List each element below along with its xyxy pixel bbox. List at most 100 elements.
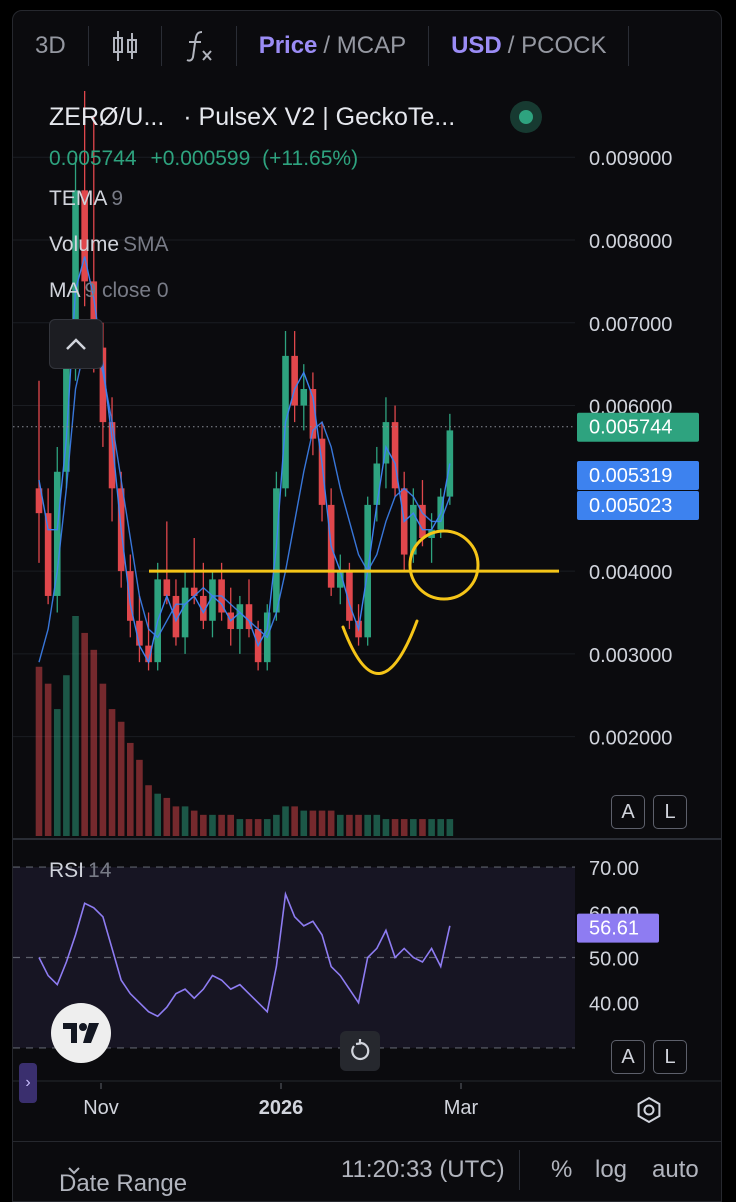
candle-body xyxy=(99,347,107,423)
auto-scale-toggle[interactable]: auto xyxy=(652,1156,699,1183)
volume-bar xyxy=(410,819,417,836)
log-scale-button[interactable]: L xyxy=(653,795,687,829)
utc-clock[interactable]: 11:20:33 (UTC) xyxy=(341,1156,505,1183)
toolbar-divider xyxy=(160,26,162,66)
volume-bar xyxy=(209,814,216,836)
candle-body xyxy=(382,422,390,464)
volume-bar xyxy=(428,819,435,836)
volume-bar xyxy=(382,819,390,836)
volume-bar xyxy=(145,785,152,836)
volume-bar xyxy=(90,649,98,836)
candle-body xyxy=(44,513,52,596)
indicator-params: 9 xyxy=(111,187,124,210)
volume-bar xyxy=(419,819,426,836)
gear-icon xyxy=(637,1096,661,1124)
candlestick-icon xyxy=(112,31,137,61)
candle-body xyxy=(90,281,98,348)
rsi-axis-tick: 50.00 xyxy=(589,949,639,971)
volume-bar xyxy=(336,814,344,836)
date-range-button[interactable]: Date Range xyxy=(59,1156,187,1197)
rsi-value-tag-bg xyxy=(577,913,659,943)
candles-style-button[interactable] xyxy=(89,11,161,81)
last-price: 0.005744 xyxy=(49,147,137,170)
symbol-name: ZERØ/U... xyxy=(49,103,165,131)
ma-value-tag: 0.005319 xyxy=(589,465,672,487)
ma-value-tag: 0.005023 xyxy=(589,495,672,517)
volume-bar xyxy=(44,683,52,836)
volume-bar xyxy=(35,666,43,836)
volume-bar xyxy=(300,810,308,836)
candle-body xyxy=(72,190,79,365)
reset-chart-button[interactable] xyxy=(340,1031,380,1071)
candle-body xyxy=(373,463,381,505)
rsi-line xyxy=(38,891,451,1018)
candle-body xyxy=(108,422,116,489)
candle-body xyxy=(136,620,143,646)
percent-scale-toggle[interactable]: % xyxy=(551,1156,573,1183)
candle-body xyxy=(309,389,317,439)
volume-bar xyxy=(446,819,454,836)
chart-frame: 3D Price / MCAP USD / xyxy=(12,10,722,1202)
pcock-option[interactable]: / PCOCK xyxy=(507,32,607,59)
rsi-log-scale-button[interactable]: L xyxy=(653,1040,687,1074)
rsi-auto-scale-button[interactable]: A xyxy=(611,1040,645,1074)
auto-scale-button[interactable]: A xyxy=(611,795,645,829)
candle-body xyxy=(336,571,344,588)
volume-bar xyxy=(117,721,125,836)
volume-bar xyxy=(309,810,317,836)
volume-bar xyxy=(154,793,161,836)
volume-bar xyxy=(181,806,189,836)
price-chart[interactable]: 0.0090000.0080000.0070000.0060000.004000… xyxy=(13,11,721,1131)
volume-bar xyxy=(236,819,244,836)
price-summary: 0.005744 +0.000599 (+11.65%) xyxy=(49,147,358,171)
price-axis-tick: 0.003000 xyxy=(589,645,672,667)
volume-bar xyxy=(127,742,134,836)
volume-bar xyxy=(245,819,253,836)
mcap-option[interactable]: / MCAP xyxy=(323,32,407,59)
currency-toggle[interactable]: USD / PCOCK xyxy=(429,11,628,81)
indicator-ma[interactable]: MA 9 close 0 xyxy=(49,279,169,303)
time-axis-label: Mar xyxy=(444,1097,479,1119)
toolbar-divider xyxy=(235,26,237,66)
settings-button[interactable] xyxy=(635,1096,663,1129)
volume-bar xyxy=(400,819,408,836)
volume-bar xyxy=(327,810,335,836)
candle-body xyxy=(172,595,180,638)
volume-bar xyxy=(63,675,70,836)
collapse-legend-button[interactable] xyxy=(49,319,103,369)
price-axis-tick: 0.002000 xyxy=(589,728,672,750)
u-curve-annotation xyxy=(341,619,419,675)
toolbar-divider xyxy=(519,1150,520,1190)
time-axis-label: 2026 xyxy=(259,1097,304,1119)
volume-bar xyxy=(136,759,143,836)
rsi-axis-tick: 40.00 xyxy=(589,994,639,1016)
toolbar-divider xyxy=(87,26,89,66)
log-scale-toggle[interactable]: log xyxy=(595,1156,628,1183)
volume-bar xyxy=(190,810,198,836)
price-change-pct: (+11.65%) xyxy=(262,147,359,170)
price-axis-tick: 0.007000 xyxy=(589,314,672,336)
indicator-tema[interactable]: TEMA 9 xyxy=(49,187,123,211)
expand-drawer-handle[interactable]: › xyxy=(19,1063,37,1103)
indicator-volume[interactable]: Volume SMA xyxy=(49,233,169,257)
toolbar-divider xyxy=(428,26,430,66)
tradingview-icon xyxy=(63,1023,99,1043)
current-price-tag-bg xyxy=(577,412,699,442)
indicator-rsi[interactable]: RSI 14 xyxy=(49,859,111,883)
usd-option[interactable]: USD xyxy=(451,32,502,59)
price-mcap-toggle[interactable]: Price / MCAP xyxy=(237,11,428,81)
candle-body xyxy=(318,438,326,505)
candle-body xyxy=(53,471,61,596)
volume-bar xyxy=(291,806,298,836)
tradingview-logo[interactable] xyxy=(51,1003,111,1063)
candle-body xyxy=(127,571,134,621)
time-axis-label: Nov xyxy=(83,1097,119,1119)
volume-bar xyxy=(373,814,381,836)
candle-body xyxy=(419,504,426,538)
volume-bar xyxy=(200,814,207,836)
volume-bar xyxy=(346,814,353,836)
indicators-button[interactable] xyxy=(162,11,236,81)
timeframe-button[interactable]: 3D xyxy=(35,32,66,59)
price-option[interactable]: Price xyxy=(258,32,318,59)
symbol-title[interactable]: ZERØ/U... · PulseX V2 | GeckoTe... xyxy=(49,103,455,132)
